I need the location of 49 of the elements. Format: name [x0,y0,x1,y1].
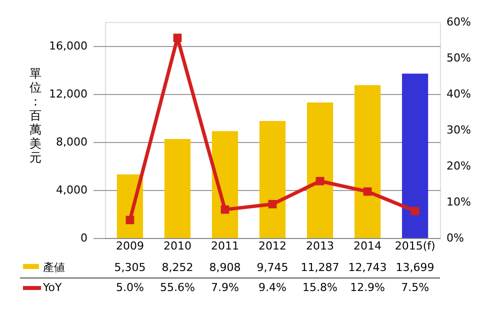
point [410,206,420,216]
data-label: 7.9% [211,281,239,294]
y2-tick-label: 20% [446,160,471,172]
x-tick-label: 2011 [210,240,239,252]
y2-tick-label: 60% [446,16,471,28]
y2-tick-label: 0% [446,232,464,244]
point [363,187,372,196]
x-tick-label: 2009 [116,240,144,252]
y-tick-label: 0 [80,232,88,244]
point [268,200,277,208]
point [316,176,324,186]
bar [212,131,238,238]
x-tick-label: 2013 [306,240,334,252]
data-label: 55.6% [160,281,195,294]
data-label: 9.4% [258,281,286,294]
bar [306,102,334,238]
y-tick-label: 4,000 [56,184,88,196]
y2-tick-label: 10% [446,196,471,208]
point [220,205,230,214]
y2-tick-label: 30% [446,124,471,136]
y2-tick-label: 50% [446,52,471,64]
data-label: 11,287 [300,261,340,274]
x-tick-label: 2010 [163,240,192,252]
y-tick-label: 12,000 [49,88,88,100]
y-axis-title: 單位：百萬美元 [30,66,42,164]
bar [164,138,191,238]
data-label: 15.8% [302,281,338,294]
data-label: 8,252 [162,261,194,274]
bar [354,85,381,238]
y-tick-label: 16,000 [49,40,88,52]
point [173,34,182,42]
data-label: 9,745 [256,261,288,274]
data-label: 8,908 [209,261,241,274]
y2-tick-label: 40% [446,88,471,100]
data-label: 13,699 [396,261,434,274]
legend-label: YoY [42,281,62,294]
bar [402,74,428,238]
bar [259,121,286,238]
x-tick-label: 2012 [258,240,286,252]
data-label: 12,743 [348,261,387,274]
legend-label: 產値 [43,261,65,274]
x-tick-label: 2014 [354,240,382,252]
x-tick-label: 2015(f) [394,240,436,252]
point [126,216,134,224]
data-label: 5,305 [114,261,146,274]
y-tick-label: 8,000 [56,136,88,148]
data-label: 12.9% [350,281,386,294]
data-label: 5.0% [116,281,144,294]
data-label: 7.5% [401,281,430,294]
